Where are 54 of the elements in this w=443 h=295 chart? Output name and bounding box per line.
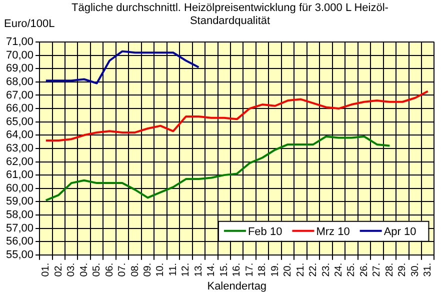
x-tick-label: 04. [78, 262, 90, 277]
x-tick-label: 30. [410, 262, 421, 277]
x-tick-label: 24. [333, 262, 344, 277]
x-tick-label: 18. [257, 262, 268, 277]
x-tick-label: 29. [397, 262, 408, 277]
x-tick-label: 12. [180, 262, 192, 277]
x-tick-label: 03. [66, 262, 78, 277]
x-tick-label: 15. [218, 262, 230, 277]
x-tick-label: 11. [168, 262, 179, 276]
x-tick-label: 19. [270, 262, 281, 277]
x-axis-title: Kalendertag [207, 280, 267, 292]
x-tick-label: 06. [104, 262, 116, 277]
x-tick-label: 20. [282, 262, 294, 277]
y-tick-label: 61,00 [6, 169, 34, 182]
x-tick-label: 10. [155, 262, 166, 277]
x-tick-label: 28. [384, 262, 396, 277]
x-tick-label: 14. [206, 262, 218, 277]
y-tick-label: 55,00 [6, 248, 34, 261]
y-tick-label: 70,00 [6, 49, 34, 62]
x-tick-label: 21. [295, 262, 306, 277]
x-tick-label: 16. [232, 262, 243, 277]
y-tick-label: 59,00 [6, 196, 34, 208]
x-tick-label: 22. [308, 262, 320, 277]
chart-title: Tägliche durchschnittl. Heizölpreisentwicklung für 3.000 L Heizöl-Standardqualität [70, 2, 390, 28]
y-axis-title: Euro/100L [4, 18, 55, 30]
y-tick-label: 66,00 [6, 102, 34, 115]
x-tick-label: 25. [346, 262, 358, 277]
x-tick-label: 02. [53, 262, 64, 277]
legend-label: Apr 10 [384, 226, 416, 238]
y-tick-label: 71,00 [6, 36, 34, 48]
y-tick-label: 65,00 [6, 116, 34, 128]
y-tick-label: 56,00 [6, 236, 34, 248]
y-tick-label: 63,00 [6, 142, 34, 154]
y-tick-label: 67,00 [6, 89, 34, 102]
y-tick-label: 68,00 [6, 76, 34, 88]
y-tick-label: 60,00 [6, 182, 34, 194]
x-tick-label: 05. [92, 262, 103, 277]
y-tick-label: 64,00 [6, 129, 34, 142]
x-tick-label: 08. [130, 262, 141, 277]
x-tick-label: 01. [40, 262, 52, 277]
x-tick-label: 31. [422, 262, 434, 277]
legend-label: Mrz 10 [316, 226, 350, 238]
x-tick-label: 13. [193, 262, 204, 277]
x-tick-label: 27. [372, 262, 383, 277]
x-tick-label: 07. [117, 262, 128, 277]
x-tick-label: 26. [358, 262, 370, 277]
legend-label: Feb 10 [248, 226, 282, 238]
x-tick-label: 09. [142, 262, 154, 277]
x-tick-label: 17. [244, 262, 256, 277]
x-tick-label: 23. [320, 262, 332, 277]
y-tick-label: 57,00 [6, 222, 34, 234]
y-tick-label: 62,00 [6, 156, 34, 168]
y-tick-label: 69,00 [6, 62, 34, 75]
y-tick-label: 58,00 [6, 209, 34, 222]
